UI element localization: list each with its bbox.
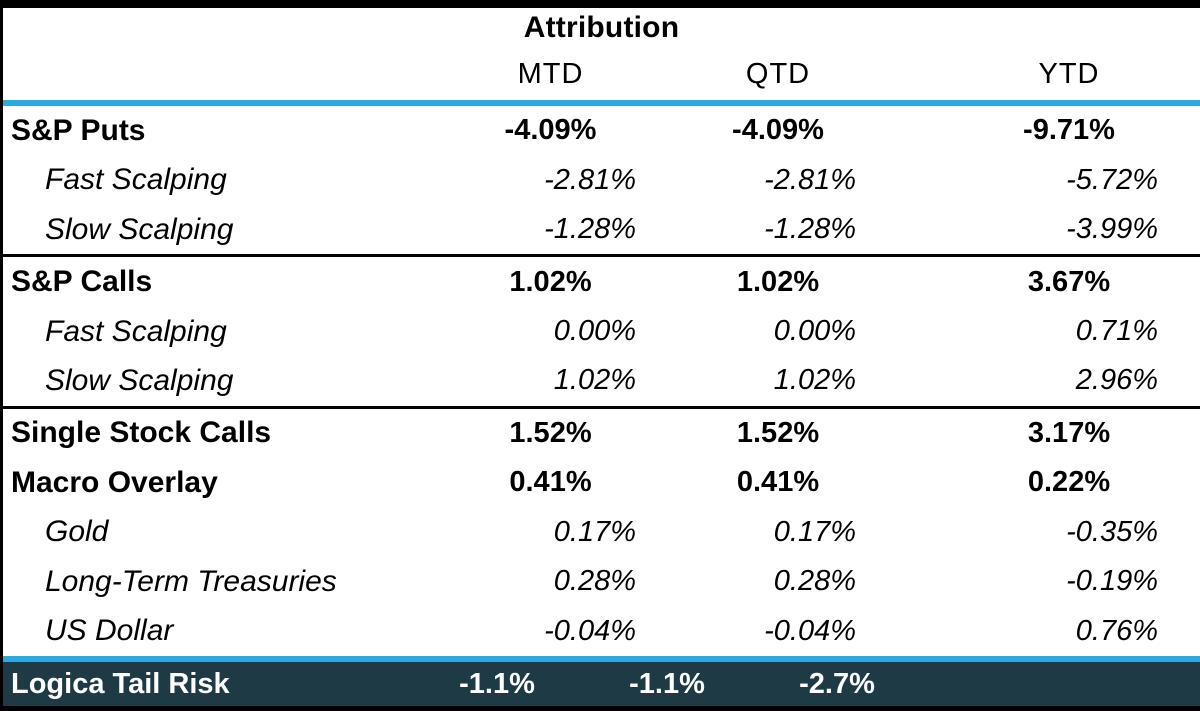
value-qtd: -0.04% bbox=[764, 614, 856, 647]
row-label: Fast Scalping bbox=[45, 314, 227, 348]
row-label: US Dollar bbox=[45, 614, 174, 648]
value-ytd: 0.71% bbox=[1075, 315, 1158, 348]
table-row: Fast Scalping 0.00% 0.00% 0.71% bbox=[3, 307, 1200, 356]
value-mtd: -0.04% bbox=[544, 614, 636, 647]
footer-accent-rule bbox=[3, 656, 1200, 662]
table-body: S&P Puts -4.09% -4.09% -9.71% Fast Scalp… bbox=[3, 106, 1200, 656]
value-mtd: 1.52% bbox=[509, 416, 592, 449]
column-header-ytd: YTD bbox=[1038, 57, 1100, 90]
header-accent-rule bbox=[3, 100, 1200, 106]
table-row: Slow Scalping 1.02% 1.02% 2.96% bbox=[3, 356, 1200, 405]
value-mtd: 0.00% bbox=[553, 315, 636, 348]
row-label: Long-Term Treasuries bbox=[45, 564, 337, 598]
row-label: Macro Overlay bbox=[11, 465, 218, 499]
table-row: Long-Term Treasuries 0.28% 0.28% -0.19% bbox=[3, 557, 1200, 606]
column-header-row: MTD QTD YTD bbox=[3, 48, 1200, 100]
value-qtd: 0.41% bbox=[736, 466, 820, 499]
value-qtd: 0.00% bbox=[773, 315, 856, 348]
value-mtd: -2.81% bbox=[544, 163, 636, 196]
table-row: US Dollar -0.04% -0.04% 0.76% bbox=[3, 607, 1200, 656]
table-title: Attribution bbox=[523, 11, 680, 44]
value-ytd: 2.96% bbox=[1075, 364, 1158, 397]
value-qtd: -2.81% bbox=[764, 163, 856, 196]
value-ytd: -9.71% bbox=[1023, 114, 1115, 147]
table-title-row: Attribution bbox=[3, 8, 1200, 48]
column-header-mtd: MTD bbox=[517, 57, 584, 90]
table-row: S&P Puts -4.09% -4.09% -9.71% bbox=[3, 106, 1200, 155]
total-row-label: Logica Tail Risk bbox=[11, 667, 230, 700]
value-ytd: -5.72% bbox=[1066, 163, 1158, 196]
table-row: Macro Overlay 0.41% 0.41% 0.22% bbox=[3, 458, 1200, 507]
value-qtd: 1.52% bbox=[736, 416, 820, 449]
value-ytd: 0.76% bbox=[1075, 614, 1158, 647]
total-value-ytd: -2.7% bbox=[799, 667, 875, 700]
total-value-qtd: -1.1% bbox=[629, 667, 705, 700]
total-row: Logica Tail Risk -1.1% -1.1% -2.7% bbox=[3, 662, 1200, 706]
row-label: Slow Scalping bbox=[45, 363, 234, 397]
value-qtd: 1.02% bbox=[773, 364, 856, 397]
column-header-qtd: QTD bbox=[745, 57, 811, 90]
value-mtd: 1.02% bbox=[553, 364, 636, 397]
value-qtd: -4.09% bbox=[732, 114, 824, 147]
table-row: S&P Calls 1.02% 1.02% 3.67% bbox=[3, 254, 1200, 306]
value-ytd: -0.35% bbox=[1066, 515, 1158, 548]
value-mtd: -4.09% bbox=[504, 114, 597, 147]
row-label: S&P Calls bbox=[11, 265, 153, 299]
value-ytd: 0.22% bbox=[1027, 466, 1111, 499]
value-ytd: 3.17% bbox=[1027, 416, 1111, 449]
total-value-mtd: -1.1% bbox=[459, 667, 535, 700]
row-label: S&P Puts bbox=[11, 113, 146, 147]
row-label: Gold bbox=[45, 515, 109, 549]
value-qtd: 0.28% bbox=[773, 565, 856, 598]
table-row: Gold 0.17% 0.17% -0.35% bbox=[3, 508, 1200, 557]
value-ytd: -3.99% bbox=[1066, 213, 1158, 246]
value-mtd: -1.28% bbox=[544, 213, 636, 246]
value-qtd: 1.02% bbox=[736, 265, 820, 298]
value-ytd: 3.67% bbox=[1027, 265, 1111, 298]
value-qtd: 0.17% bbox=[773, 515, 856, 548]
value-mtd: 1.02% bbox=[509, 265, 592, 298]
table-row: Fast Scalping -2.81% -2.81% -5.72% bbox=[3, 155, 1200, 204]
row-label: Single Stock Calls bbox=[11, 416, 272, 450]
row-label: Slow Scalping bbox=[45, 212, 234, 246]
value-mtd: 0.41% bbox=[509, 466, 592, 499]
table-row: Single Stock Calls 1.52% 1.52% 3.17% bbox=[3, 405, 1200, 458]
value-ytd: -0.19% bbox=[1066, 565, 1158, 598]
value-mtd: 0.17% bbox=[553, 515, 636, 548]
value-qtd: -1.28% bbox=[764, 213, 856, 246]
row-label: Fast Scalping bbox=[45, 163, 227, 197]
table-row: Slow Scalping -1.28% -1.28% -3.99% bbox=[3, 205, 1200, 254]
value-mtd: 0.28% bbox=[553, 565, 636, 598]
